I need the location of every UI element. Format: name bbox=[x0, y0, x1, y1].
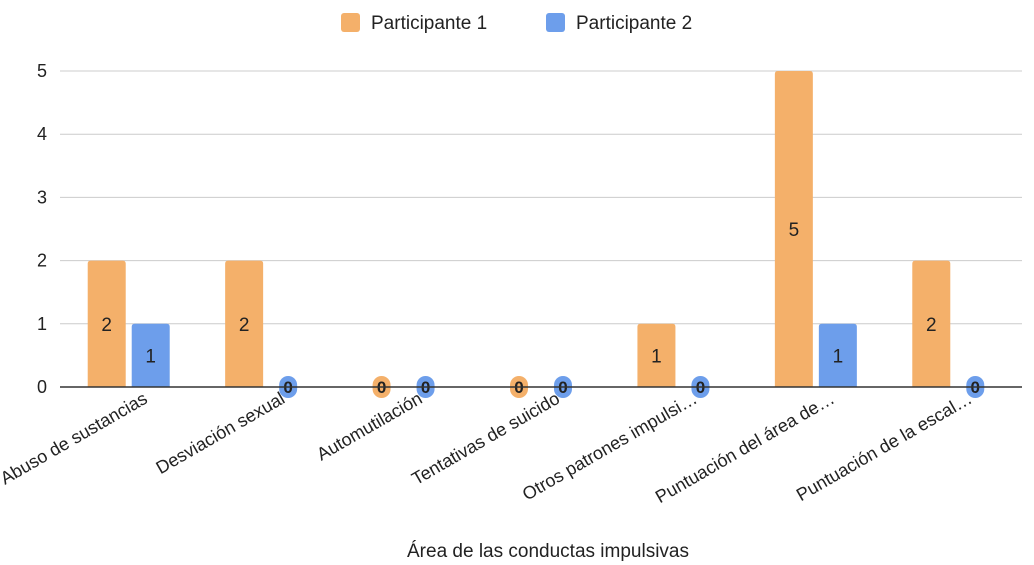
x-axis-title: Área de las conductas impulsivas bbox=[407, 541, 689, 562]
bar-participante-1 bbox=[225, 260, 264, 387]
data-label: 1 bbox=[651, 346, 662, 367]
gridlines bbox=[60, 70, 1022, 325]
legend-label: Participante 1 bbox=[371, 13, 487, 34]
legend: Participante 1 Participante 2 bbox=[341, 13, 692, 34]
y-tick-label: 0 bbox=[37, 377, 47, 397]
x-tick-label: Automutilación bbox=[313, 388, 425, 464]
bar-participante-1 bbox=[637, 323, 676, 387]
bar-participante-1 bbox=[774, 71, 813, 387]
data-label: 1 bbox=[145, 346, 156, 367]
bar-participante-1 bbox=[912, 260, 951, 387]
data-label: 2 bbox=[101, 315, 112, 336]
x-axis-ticks: Abuso de sustancias Desviación sexual Auto… bbox=[0, 388, 975, 507]
legend-swatch bbox=[546, 13, 565, 32]
x-tick-label: Desviación sexual bbox=[153, 388, 289, 478]
y-tick-label: 4 bbox=[37, 124, 47, 144]
y-tick-label: 3 bbox=[37, 187, 47, 207]
bars: 21200000105120 bbox=[87, 71, 985, 398]
x-tick-label: Tentativas de suicido bbox=[408, 388, 563, 489]
x-tick-label: Abuso de sustancias bbox=[0, 388, 151, 488]
y-tick-label: 2 bbox=[37, 251, 47, 271]
y-tick-label: 1 bbox=[37, 314, 47, 334]
data-label: 2 bbox=[239, 315, 250, 336]
legend-swatch bbox=[341, 13, 360, 32]
bar-participante-2 bbox=[131, 323, 170, 387]
data-label: 2 bbox=[926, 315, 937, 336]
y-axis-ticks: 0 1 2 3 4 5 bbox=[37, 61, 47, 397]
data-label: 1 bbox=[833, 346, 844, 367]
y-tick-label: 5 bbox=[37, 61, 47, 81]
legend-label: Participante 2 bbox=[576, 13, 692, 34]
data-label: 5 bbox=[789, 220, 800, 241]
bar-participante-2 bbox=[818, 323, 857, 387]
bar-participante-1 bbox=[87, 260, 126, 387]
